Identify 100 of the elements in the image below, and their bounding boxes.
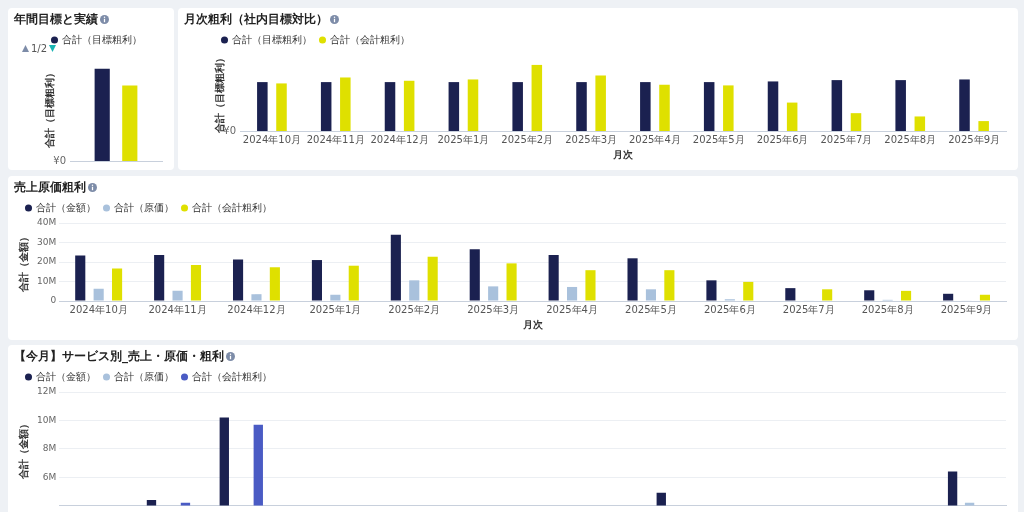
bar [901, 290, 912, 301]
x-tick-label: 2025年5月 [625, 303, 677, 315]
x-tick-label: 2025年8月 [861, 303, 914, 315]
bar [390, 234, 401, 301]
y-axis-title: 合計（目標粗利） [213, 53, 225, 134]
legend-label: 合計（会計粗利） [192, 370, 272, 382]
bar [979, 294, 991, 301]
x-tick-label: 2025年7月 [820, 133, 873, 145]
y-axis-title: 合計（金額） [17, 232, 29, 293]
legend-label: 合計（原価） [114, 370, 174, 382]
y-axis-title: 合計（金額） [17, 418, 29, 480]
bar [595, 75, 606, 131]
bar [914, 116, 926, 131]
bar [831, 80, 843, 131]
bar [659, 84, 670, 131]
x-tick-label: 2024年12月 [370, 133, 429, 145]
bar [251, 294, 262, 301]
bar [320, 82, 332, 131]
y-tick-label: 0 [50, 295, 57, 306]
bar [576, 82, 587, 131]
bar [645, 289, 657, 301]
bar [311, 260, 323, 301]
text: ¥0 [53, 154, 66, 166]
bar [190, 265, 202, 301]
chart-title: 【今月】サービス別_売上・原価・粗利 [14, 348, 224, 365]
x-tick-label: 2024年11月 [306, 133, 365, 145]
bar [172, 290, 183, 301]
bar [850, 113, 862, 131]
legend-label: 合計（会計粗利） [330, 33, 410, 45]
bar [640, 82, 651, 131]
bar [978, 121, 989, 131]
y-tick-label: 12M [37, 386, 57, 397]
x-tick-label: 2025年4月 [629, 133, 681, 145]
bar [403, 80, 415, 131]
bar [427, 256, 438, 301]
y-tick-label: 40M [37, 217, 57, 228]
legend-label: 合計（金額） [36, 370, 96, 382]
bar [154, 254, 165, 301]
x-tick-label: 2025年7月 [782, 303, 835, 315]
chart-title: 売上原価粗利 [14, 179, 86, 196]
x-tick-label: 2025年8月 [884, 133, 937, 145]
bar [785, 288, 796, 301]
bar [531, 64, 543, 131]
text: 1/2 [31, 43, 48, 54]
bar [488, 286, 499, 301]
x-axis-title: 月次 [521, 318, 544, 330]
bar [93, 288, 104, 301]
y-tick-label: 30M [37, 236, 57, 247]
bar [232, 259, 244, 301]
x-axis-title: 月次 [612, 148, 634, 160]
bar [467, 79, 479, 131]
bar [276, 83, 287, 131]
chart-title: 月次粗利（社内目標対比） [184, 11, 328, 28]
x-tick-label: 2025年6月 [703, 303, 756, 315]
bar [567, 286, 578, 301]
bar [384, 82, 396, 131]
y-tick-label: 6M [42, 471, 57, 482]
bar [864, 290, 875, 301]
bar [112, 268, 123, 301]
x-tick-label: 2025年5月 [692, 133, 745, 145]
x-tick-label: 2025年2月 [388, 303, 441, 315]
bar [959, 79, 970, 131]
x-tick-label: 2025年2月 [501, 133, 554, 145]
x-tick-label: 2025年4月 [546, 303, 598, 315]
y-tick-label: 10M [37, 414, 57, 425]
y-axis-title: 合計（目標粗利） [43, 68, 55, 149]
bar [548, 254, 559, 301]
bar [340, 77, 351, 131]
chart-title: 年間目標と実績 [14, 11, 98, 28]
bar [895, 80, 906, 131]
legend-label: 合計（原価） [114, 201, 174, 213]
x-tick-label: 2025年3月 [467, 303, 520, 315]
bar [269, 267, 280, 301]
bar [743, 281, 754, 301]
x-tick-label: 2025年3月 [565, 133, 617, 145]
bar [627, 258, 638, 301]
x-tick-label: 2024年10月 [242, 133, 302, 145]
bar [786, 102, 798, 131]
x-tick-label: 2025年9月 [940, 303, 993, 315]
y-tick-label: 10M [37, 275, 57, 286]
bar [822, 289, 833, 301]
bar [706, 280, 717, 301]
x-tick-label: 2024年12月 [227, 303, 286, 315]
bar [330, 294, 341, 301]
bar [257, 82, 268, 131]
y-tick-label: 8M [42, 443, 57, 454]
legend-label: 合計（会計粗利） [192, 201, 272, 213]
bar [512, 82, 523, 131]
bar [723, 85, 734, 131]
x-tick-label: 2025年9月 [948, 133, 1000, 145]
bar [506, 263, 517, 301]
bar [469, 249, 480, 301]
bar [585, 270, 596, 301]
y-tick-label: 20M [37, 256, 57, 267]
x-tick-label: 2024年11月 [148, 303, 207, 315]
x-tick-label: 2025年6月 [756, 133, 809, 145]
x-tick-label: 2024年10月 [69, 303, 128, 315]
bar [75, 255, 86, 301]
bar [767, 81, 779, 131]
bar [448, 82, 460, 131]
